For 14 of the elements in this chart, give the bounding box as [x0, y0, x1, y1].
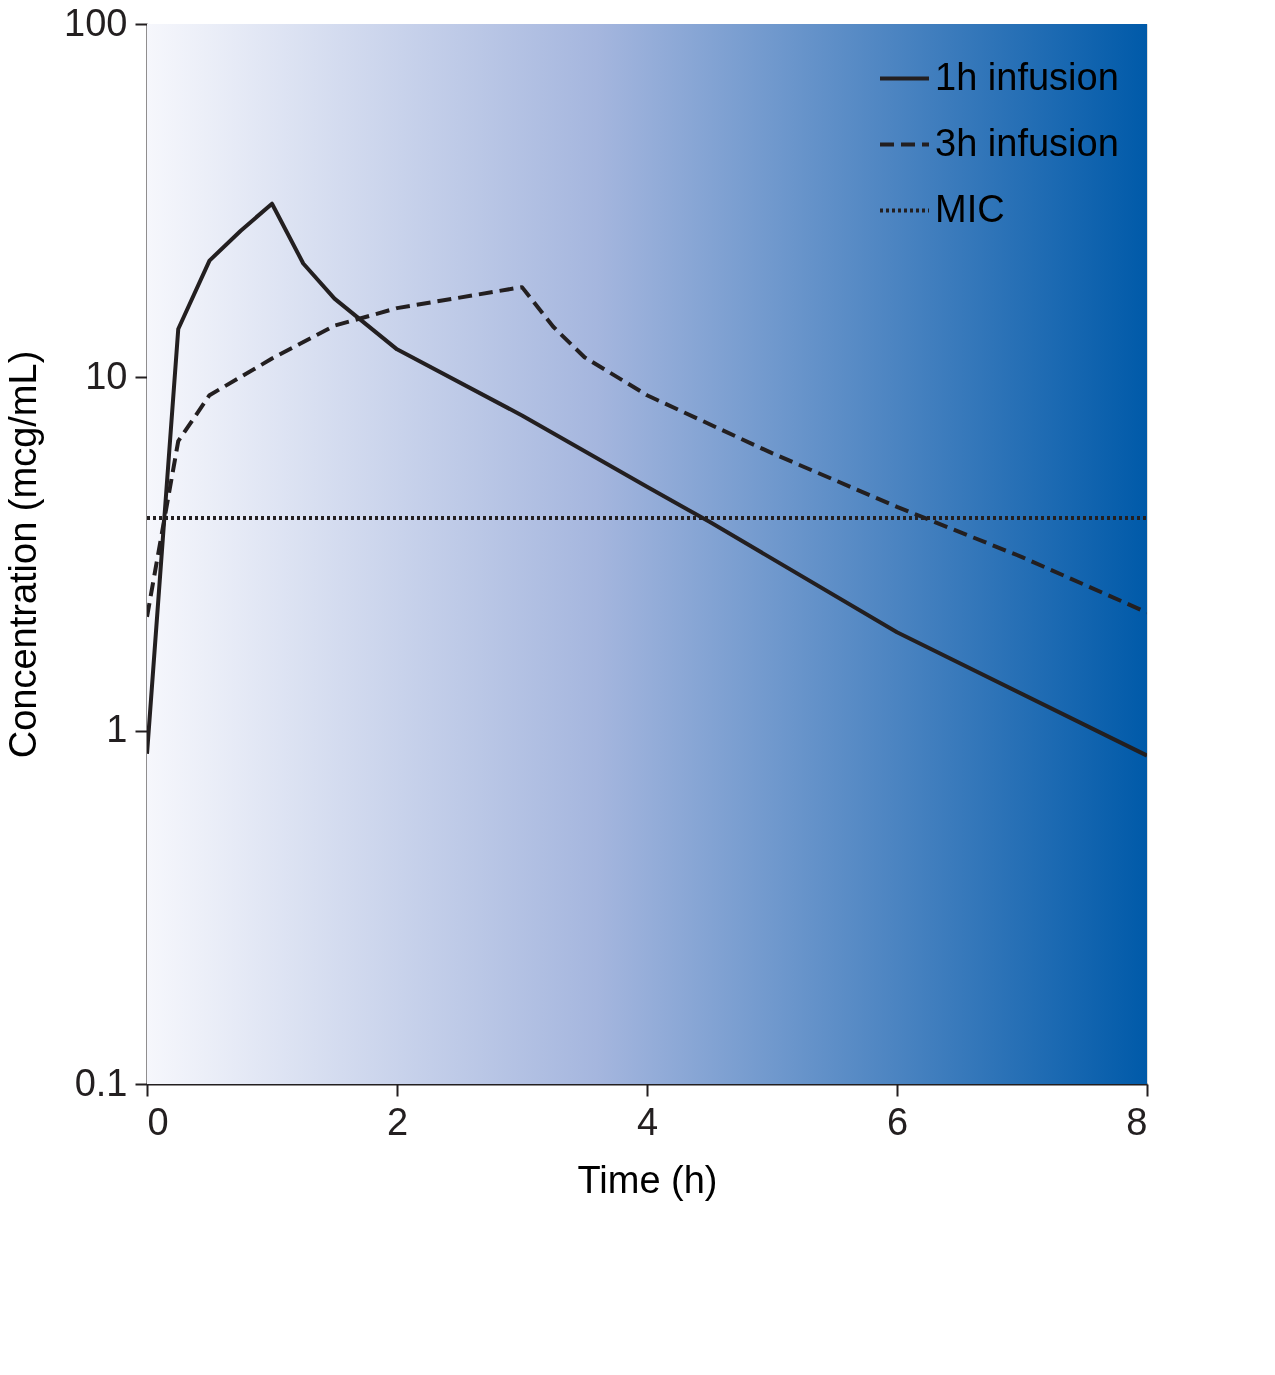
legend-label: 1h infusion — [935, 55, 1119, 98]
x-tick-label: 0 — [147, 1100, 169, 1143]
y-tick-label: 0.1 — [74, 1061, 128, 1104]
y-tick-label: 100 — [64, 1, 128, 44]
x-tick-label: 6 — [886, 1100, 909, 1143]
y-axis-title: Concentration (mcg/mL) — [2, 350, 45, 759]
x-tick-label: 4 — [636, 1100, 659, 1143]
x-tick-label: 8 — [1126, 1100, 1148, 1143]
y-tick-label: 1 — [106, 708, 128, 751]
legend-label: 3h infusion — [935, 121, 1119, 164]
x-tick-label: 2 — [386, 1100, 409, 1143]
x-axis-title: Time (h) — [577, 1158, 718, 1201]
y-tick-label: 10 — [85, 354, 128, 397]
legend-label: MIC — [935, 187, 1005, 230]
